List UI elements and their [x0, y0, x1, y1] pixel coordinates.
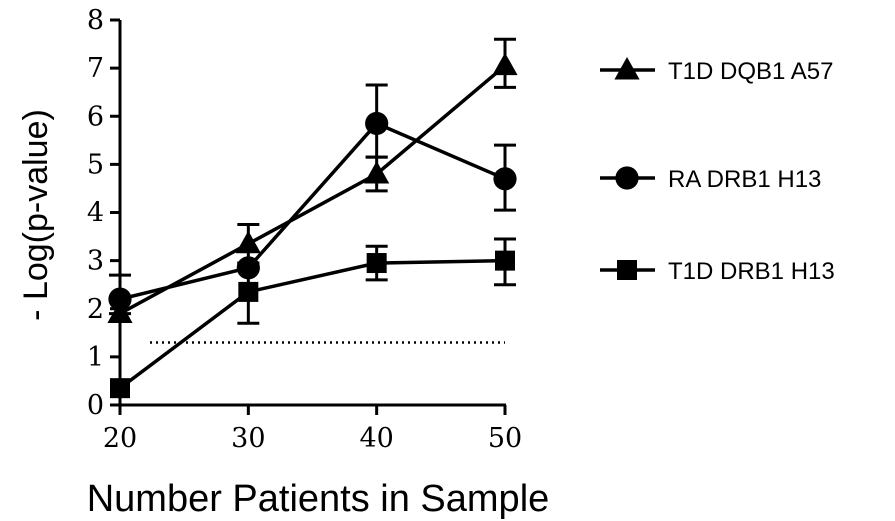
legend-item: T1D DRB1 H13	[600, 258, 835, 285]
data-point	[365, 111, 389, 136]
y-tick-label: 3	[87, 246, 104, 277]
legend-label: T1D DQB1 A57	[668, 58, 833, 85]
y-tick-label: 4	[87, 198, 104, 229]
y-tick-label: 0	[87, 390, 104, 421]
y-tick-label: 8	[87, 5, 104, 36]
data-point	[493, 167, 517, 191]
series-line	[119, 121, 506, 301]
data-point	[495, 250, 515, 271]
series-triangle	[107, 37, 518, 324]
legend-marker-triangle	[614, 56, 640, 80]
legend-marker-circle	[615, 166, 639, 190]
y-tick-label: 7	[87, 53, 104, 84]
y-axis-title: - Log(p-value)	[17, 109, 55, 321]
legend-marker-square	[617, 260, 637, 280]
data-point	[492, 52, 518, 76]
series-line	[119, 64, 507, 316]
data-point	[366, 253, 387, 274]
series-line	[118, 258, 506, 390]
series-layer	[107, 37, 518, 399]
legend: T1D DQB1 A57 RA DRB1 H13 T1D DRB1 H13	[600, 56, 835, 285]
data-point	[364, 160, 390, 184]
legend-item: T1D DQB1 A57	[600, 56, 833, 85]
y-tick-label: 5	[87, 149, 104, 180]
legend-label: RA DRB1 H13	[668, 166, 821, 193]
x-tick-label: 50	[488, 423, 522, 454]
legend-label: T1D DRB1 H13	[668, 258, 835, 285]
y-tick-label: 6	[87, 101, 104, 132]
axes: 0 1 2 3 4 5 6 7 8 20 30 40 50	[87, 5, 522, 454]
x-tick-label: 30	[231, 423, 265, 454]
data-point	[110, 378, 130, 399]
data-point	[235, 230, 261, 254]
y-tick-label: 2	[87, 294, 104, 325]
data-point	[107, 300, 133, 324]
y-tick-label: 1	[87, 342, 104, 373]
legend-item: RA DRB1 H13	[600, 166, 821, 193]
data-point	[108, 287, 132, 311]
data-point	[238, 281, 259, 302]
x-tick-label: 40	[359, 423, 393, 454]
x-tick-label: 20	[103, 423, 137, 454]
x-axis-title: Number Patients in Sample	[87, 478, 550, 520]
series-square	[110, 237, 516, 399]
